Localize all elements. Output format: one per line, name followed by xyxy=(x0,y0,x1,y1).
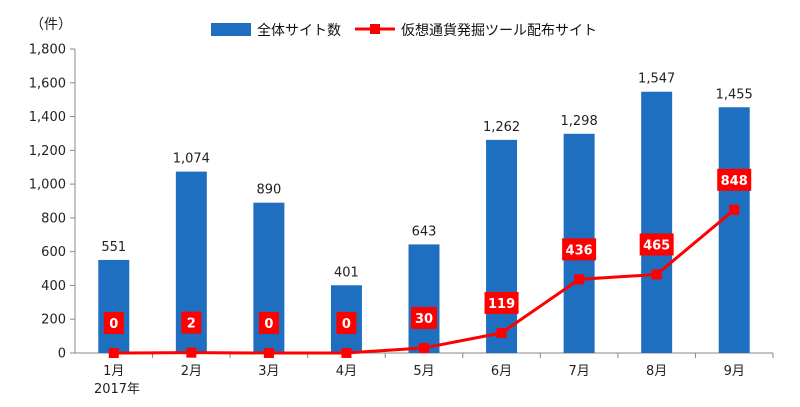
x-tick-label: 4月 xyxy=(336,364,357,379)
y-ticks: 0 200 400 600 800 1,000 1,200 1,400 1,600 1,800 xyxy=(29,43,75,362)
x-tick-label: 7月 xyxy=(568,364,589,379)
bar xyxy=(641,91,673,354)
bar-value-label: 401 xyxy=(334,265,359,280)
line-value-box xyxy=(484,291,519,314)
x-tick-labels: 1月 2月 3月 4月 5月 6月 7月 8月 9月 xyxy=(103,353,774,379)
bar-value-label: 1,074 xyxy=(173,152,210,167)
line-value-label: 465 xyxy=(643,238,670,253)
y-tick-label: 1,600 xyxy=(29,76,66,91)
y-tick-label: 0 xyxy=(58,347,66,362)
line-value-label: 0 xyxy=(109,317,118,332)
line-point xyxy=(108,348,119,358)
legend-line-label: 仮想通貨発掘ツール配布サイト xyxy=(401,22,597,39)
bar-value-label: 1,298 xyxy=(561,114,598,129)
legend: 全体サイト数 仮想通貨発掘ツール配布サイト xyxy=(211,22,597,39)
line-value-box xyxy=(717,168,752,191)
y-tick-label: 600 xyxy=(41,245,66,260)
line-value-box xyxy=(103,312,124,334)
line-value-box xyxy=(411,306,437,329)
y-tick-label: 1,800 xyxy=(29,43,66,58)
y-tick-label: 400 xyxy=(41,279,66,294)
line-value-label: 30 xyxy=(415,312,433,327)
x-tick-label: 1月 xyxy=(103,364,124,379)
y-tick-label: 800 xyxy=(41,211,66,226)
x-tick-label: 3月 xyxy=(258,364,279,379)
legend-bar-label: 全体サイト数 xyxy=(257,22,341,39)
line-value-box xyxy=(639,233,674,256)
line-point xyxy=(186,347,197,358)
line-value-label: 2 xyxy=(187,317,196,332)
line-value-box xyxy=(562,238,597,261)
bar-value-label: 643 xyxy=(412,224,437,239)
y-tick-label: 200 xyxy=(41,313,66,328)
legend-line-marker xyxy=(370,24,380,34)
bar xyxy=(486,139,518,353)
line-point xyxy=(419,342,429,353)
line-point xyxy=(263,348,274,358)
line-value-label: 848 xyxy=(721,174,748,189)
year-label: 2017年 xyxy=(94,382,140,397)
bar xyxy=(98,259,130,353)
bar-value-label: 1,547 xyxy=(638,72,675,87)
x-tick-label: 8月 xyxy=(646,364,667,379)
line-point xyxy=(651,269,662,280)
line-point xyxy=(341,348,352,358)
bar-value-label: 1,455 xyxy=(716,87,753,102)
line-value-box xyxy=(181,311,202,334)
bar-value-label: 1,262 xyxy=(483,120,520,135)
line-value-label: 0 xyxy=(264,317,273,332)
bar-value-label: 890 xyxy=(256,183,281,198)
y-tick-label: 1,000 xyxy=(29,178,66,193)
bar-value-labels: 551 1,074 890 401 643 1,262 1,298 1,547 1,455 xyxy=(101,72,752,281)
y-unit-label: （件） xyxy=(30,17,72,33)
x-tick-label: 2月 xyxy=(181,364,202,379)
y-tick-label: 1,200 xyxy=(29,144,66,159)
x-tick-label: 5月 xyxy=(413,364,434,379)
x-tick-label: 9月 xyxy=(724,364,745,379)
line-value-label: 0 xyxy=(342,317,351,332)
line-series xyxy=(108,204,740,358)
legend-bar-swatch xyxy=(211,23,251,36)
line-point xyxy=(574,274,585,285)
bar-series xyxy=(98,91,750,354)
x-tick-label: 6月 xyxy=(491,364,512,379)
line-value-box xyxy=(258,312,279,334)
line-point xyxy=(729,204,740,215)
line-point xyxy=(496,327,507,338)
line-value-box xyxy=(336,312,357,334)
bar xyxy=(718,107,750,354)
bar-value-label: 551 xyxy=(101,240,126,255)
line-value-label: 119 xyxy=(488,297,515,312)
bar xyxy=(408,244,440,353)
line-value-label: 436 xyxy=(566,243,593,258)
y-tick-label: 1,400 xyxy=(29,110,66,125)
line-value-labels: 0 2 0 0 30 119 436 465 848 xyxy=(103,168,752,334)
